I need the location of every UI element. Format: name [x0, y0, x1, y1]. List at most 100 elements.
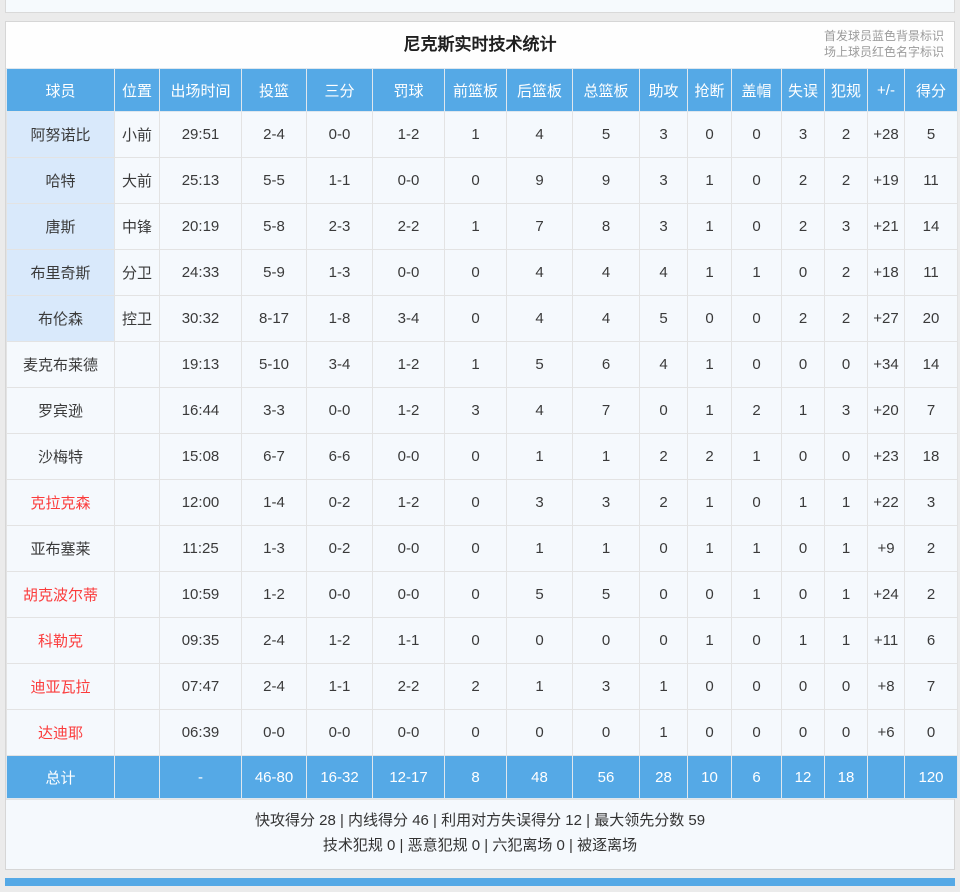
stat-cell-pf: 1: [824, 525, 868, 572]
stat-cell-tp: 0-0: [306, 111, 373, 158]
stat-cell-blk: 0: [731, 157, 782, 204]
stat-cell-ast: 4: [639, 341, 688, 388]
player-name-cell: 亚布塞莱: [6, 525, 115, 572]
stat-cell-stl: 1: [687, 387, 732, 434]
stat-cell-pf: 2: [824, 295, 868, 342]
stat-cell-pos: 中锋: [114, 203, 160, 250]
totals-cell-ft: 12-17: [372, 755, 445, 799]
column-header-13: 犯规: [824, 68, 868, 112]
stat-cell-fg: 2-4: [241, 617, 307, 664]
stat-cell-drb: 4: [506, 295, 573, 342]
stat-cell-tov: 2: [781, 157, 825, 204]
totals-cell-pf: 18: [824, 755, 868, 799]
stat-cell-blk: 1: [731, 571, 782, 618]
stat-cell-pts: 7: [904, 387, 958, 434]
stat-cell-pm: +21: [867, 203, 905, 250]
stat-cell-fg: 6-7: [241, 433, 307, 480]
stat-cell-fg: 0-0: [241, 709, 307, 756]
stat-cell-trb: 7: [572, 387, 640, 434]
player-row: 科勒克 09:35 2-4 1-2 1-1 0 0 0 0 1 0 1 1 +11 6: [6, 617, 958, 664]
stat-cell-tp: 0-0: [306, 571, 373, 618]
column-header-5: 罚球: [372, 68, 445, 112]
stat-cell-pm: +20: [867, 387, 905, 434]
stat-cell-time: 16:44: [159, 387, 242, 434]
stat-cell-trb: 4: [572, 249, 640, 296]
stat-cell-pf: 0: [824, 663, 868, 710]
stat-cell-pm: +28: [867, 111, 905, 158]
stat-cell-time: 09:35: [159, 617, 242, 664]
stat-cell-tp: 1-3: [306, 249, 373, 296]
player-row: 胡克波尔蒂 10:59 1-2 0-0 0-0 0 5 5 0 0 1 0 1 +24 2: [6, 571, 958, 618]
stat-cell-trb: 0: [572, 709, 640, 756]
stat-cell-drb: 0: [506, 709, 573, 756]
stat-cell-stl: 2: [687, 433, 732, 480]
stat-cell-time: 07:47: [159, 663, 242, 710]
stat-cell-tp: 1-2: [306, 617, 373, 664]
stat-cell-tov: 2: [781, 295, 825, 342]
stat-cell-pts: 14: [904, 203, 958, 250]
stat-cell-stl: 0: [687, 663, 732, 710]
stat-cell-pts: 3: [904, 479, 958, 526]
player-name-cell: 布里奇斯: [6, 249, 115, 296]
stat-cell-tov: 0: [781, 525, 825, 572]
totals-cell-fg: 46-80: [241, 755, 307, 799]
summary-line-fouls: 技术犯规 0 | 恶意犯规 0 | 六犯离场 0 | 被逐离场: [322, 837, 638, 854]
totals-cell-pm: [867, 755, 905, 799]
stat-cell-drb: 4: [506, 387, 573, 434]
stat-cell-trb: 0: [572, 617, 640, 664]
column-header-2: 出场时间: [159, 68, 242, 112]
stat-cell-trb: 6: [572, 341, 640, 388]
stat-cell-orb: 1: [444, 341, 507, 388]
stat-cell-tp: 0-0: [306, 709, 373, 756]
stat-cell-fg: 5-10: [241, 341, 307, 388]
stat-cell-orb: 1: [444, 203, 507, 250]
stat-cell-pos: [114, 341, 160, 388]
stat-cell-fg: 5-5: [241, 157, 307, 204]
stat-cell-trb: 5: [572, 571, 640, 618]
stat-cell-pts: 0: [904, 709, 958, 756]
stat-cell-fg: 3-3: [241, 387, 307, 434]
player-row: 布伦森 控卫 30:32 8-17 1-8 3-4 0 4 4 5 0 0 2 2 +27 20: [6, 295, 958, 342]
stat-cell-orb: 0: [444, 295, 507, 342]
stats-title-bar: 尼克斯实时技术统计 首发球员蓝色背景标识 场上球员红色名字标识: [6, 22, 954, 68]
stat-cell-tp: 1-8: [306, 295, 373, 342]
stat-cell-pts: 11: [904, 249, 958, 296]
stat-cell-time: 29:51: [159, 111, 242, 158]
previous-panel-edge: [5, 0, 955, 13]
stat-cell-pf: 0: [824, 433, 868, 480]
stat-cell-ft: 2-2: [372, 203, 445, 250]
stat-cell-trb: 5: [572, 111, 640, 158]
stat-cell-trb: 3: [572, 479, 640, 526]
player-name-cell: 哈特: [6, 157, 115, 204]
stat-cell-blk: 0: [731, 709, 782, 756]
totals-cell-stl: 10: [687, 755, 732, 799]
summary-line-scoring: 快攻得分 28 | 内线得分 46 | 利用对方失误得分 12 | 最大领先分数…: [254, 812, 706, 829]
player-name-cell: 科勒克: [6, 617, 115, 664]
column-header-15: 得分: [904, 68, 958, 112]
stats-table-header: 球员 位置 出场时间 投篮 三分 罚球 前篮板 后篮板 总篮板 助攻 抢断 盖帽 失误 犯规 +/- 得分: [6, 68, 958, 112]
stat-cell-ft: 0-0: [372, 249, 445, 296]
totals-cell-trb: 56: [572, 755, 640, 799]
stat-cell-pts: 2: [904, 525, 958, 572]
stat-cell-time: 15:08: [159, 433, 242, 480]
stat-cell-pm: +24: [867, 571, 905, 618]
totals-label-cell: 总计: [6, 755, 115, 799]
stat-cell-ft: 0-0: [372, 157, 445, 204]
legend-note: 首发球员蓝色背景标识 场上球员红色名字标识: [824, 28, 944, 60]
stat-cell-time: 30:32: [159, 295, 242, 342]
stat-cell-drb: 3: [506, 479, 573, 526]
stat-cell-orb: 0: [444, 709, 507, 756]
stat-cell-pos: 控卫: [114, 295, 160, 342]
stat-cell-blk: 0: [731, 111, 782, 158]
stat-cell-stl: 0: [687, 709, 732, 756]
stat-cell-ast: 1: [639, 709, 688, 756]
column-header-3: 投篮: [241, 68, 307, 112]
stat-cell-time: 19:13: [159, 341, 242, 388]
player-row: 唐斯 中锋 20:19 5-8 2-3 2-2 1 7 8 3 1 0 2 3 +21 14: [6, 203, 958, 250]
stat-cell-stl: 1: [687, 203, 732, 250]
stat-cell-pf: 2: [824, 157, 868, 204]
stat-cell-time: 06:39: [159, 709, 242, 756]
stat-cell-pm: +34: [867, 341, 905, 388]
player-name-cell: 布伦森: [6, 295, 115, 342]
stat-cell-tov: 0: [781, 571, 825, 618]
